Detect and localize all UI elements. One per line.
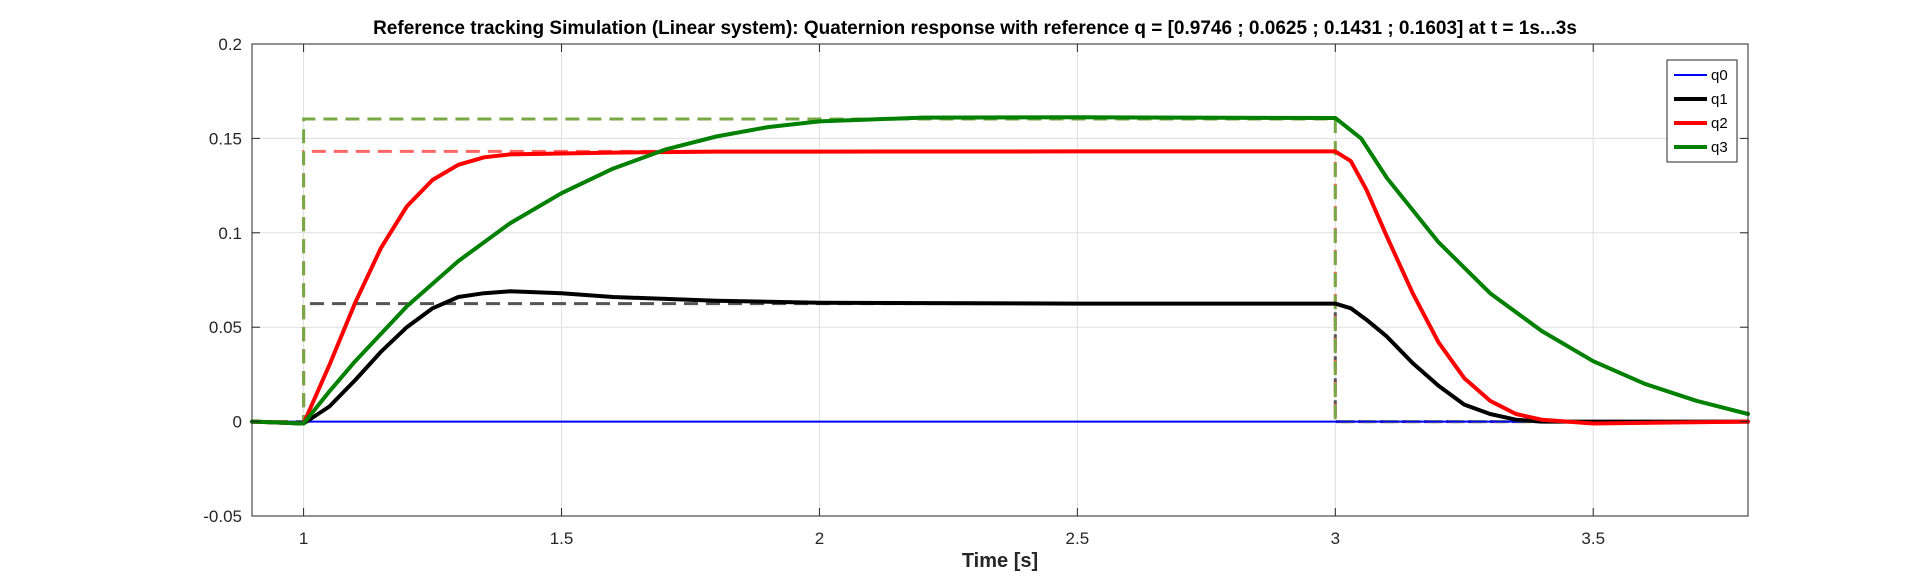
y-tick-label: 0.15 bbox=[209, 129, 242, 148]
x-tick-label: 2 bbox=[815, 529, 824, 548]
x-tick-label: 3.5 bbox=[1581, 529, 1605, 548]
x-tick-label: 3 bbox=[1331, 529, 1340, 548]
series-line-q2 bbox=[250, 149, 1750, 426]
legend: q0 q1 q2 q3 bbox=[1666, 59, 1738, 163]
reference-line bbox=[252, 149, 1748, 424]
y-tick-label: 0.2 bbox=[218, 35, 242, 54]
reference-lines bbox=[252, 117, 1748, 424]
response-lines bbox=[250, 115, 1750, 426]
x-axis-label: Time [s] bbox=[962, 550, 1038, 572]
legend-label-q3: q3 bbox=[1711, 139, 1728, 156]
legend-label-q0: q0 bbox=[1711, 67, 1728, 84]
series-line-q1 bbox=[250, 289, 1750, 426]
y-tick-label: 0.05 bbox=[209, 318, 242, 337]
tick-layer: 1 1.5 2 2.5 3 3.5 -0.05 0 0.05 0.1 0.15 0.2 bbox=[203, 35, 1748, 548]
x-tick-label: 2.5 bbox=[1066, 529, 1090, 548]
x-tick-label: 1 bbox=[299, 529, 308, 548]
y-tick-label: 0 bbox=[233, 413, 242, 432]
legend-label-q2: q2 bbox=[1711, 115, 1728, 132]
reference-line bbox=[252, 302, 1748, 424]
series-line-q3 bbox=[250, 115, 1750, 426]
chart-title: Reference tracking Simulation (Linear sy… bbox=[373, 18, 1577, 39]
plot-area-box bbox=[251, 43, 1749, 517]
reference-line bbox=[252, 117, 1748, 424]
grid-layer bbox=[252, 43, 1748, 517]
y-tick-label: -0.05 bbox=[203, 507, 242, 526]
y-tick-label: 0.1 bbox=[218, 224, 242, 243]
x-tick-label: 1.5 bbox=[550, 529, 574, 548]
legend-label-q1: q1 bbox=[1711, 91, 1728, 108]
